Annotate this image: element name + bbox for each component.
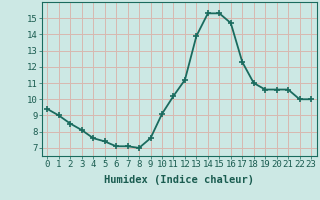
- X-axis label: Humidex (Indice chaleur): Humidex (Indice chaleur): [104, 175, 254, 185]
